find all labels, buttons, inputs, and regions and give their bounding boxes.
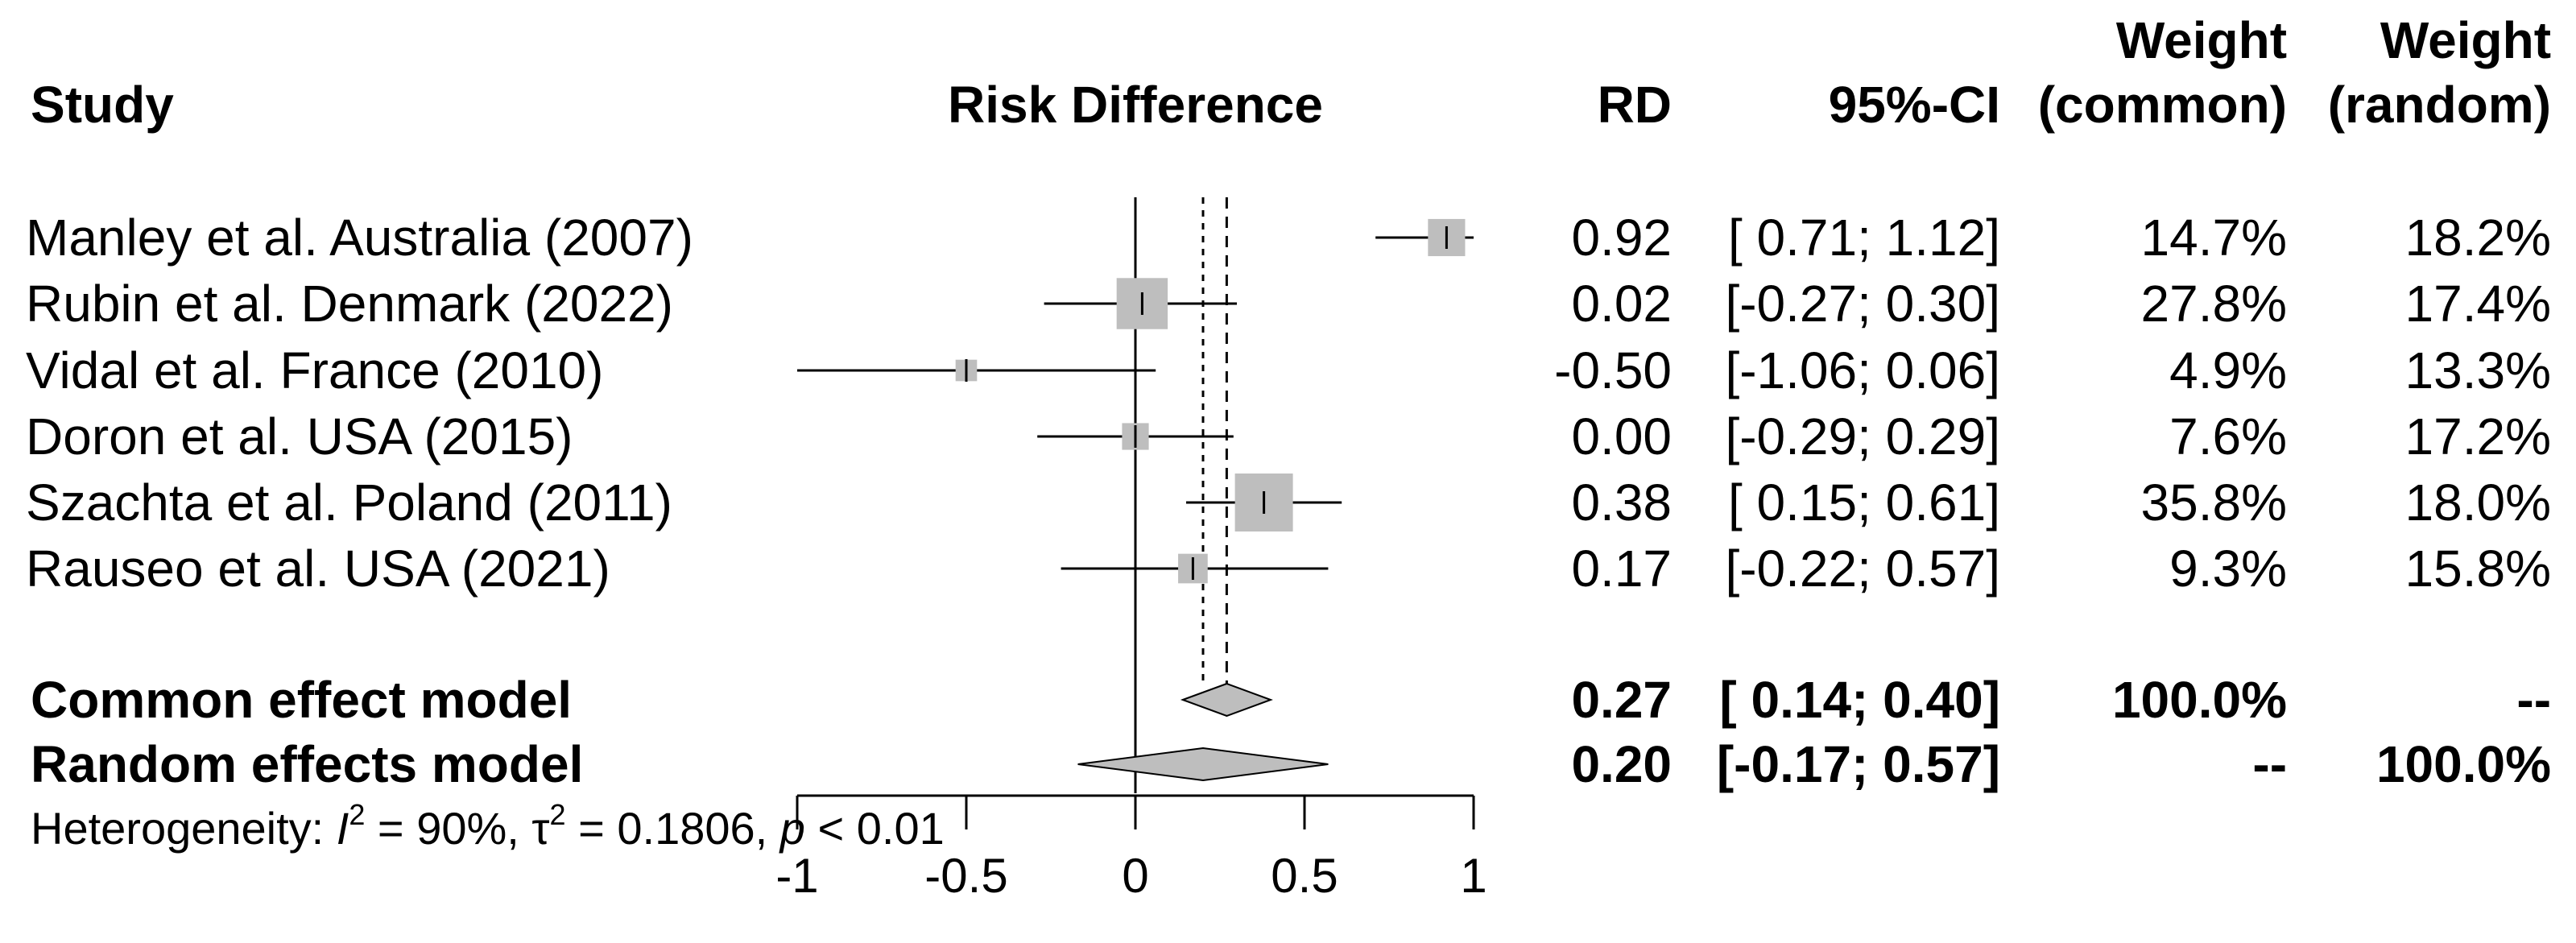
study-rd: 0.02 [1571, 275, 1672, 333]
heterogeneity-tau-value: = 0.1806, [566, 803, 780, 854]
header-weight-common-bottom: (common) [2038, 76, 2287, 134]
x-axis-tick-label: 1 [1460, 849, 1486, 903]
study-weight-common: 35.8% [2141, 474, 2287, 531]
study-weight-random: 18.0% [2405, 474, 2551, 531]
study-ci: [ 0.15; 0.61] [1728, 474, 2000, 531]
header-ci: 95%-CI [1829, 76, 2000, 134]
study-weight-random: 18.2% [2405, 209, 2551, 267]
summary-rd: 0.20 [1571, 735, 1672, 793]
study-weight-random: 17.2% [2405, 407, 2551, 465]
study-rd: 0.00 [1571, 407, 1672, 465]
study-name: Vidal et al. France (2010) [26, 341, 603, 399]
summary-weight-common: -- [2252, 735, 2287, 793]
heterogeneity-p-symbol: p [779, 803, 805, 854]
study-weight-common: 4.9% [2169, 341, 2287, 399]
study-name: Manley et al. Australia (2007) [26, 209, 693, 267]
study-rd: 0.38 [1571, 474, 1672, 531]
study-weight-common: 9.3% [2169, 540, 2287, 598]
heterogeneity-tau-sup: 2 [550, 798, 566, 831]
summary-rd: 0.27 [1571, 671, 1672, 729]
summary-ci: [-0.17; 0.57] [1717, 735, 2000, 793]
heterogeneity-i2-value: = 90%, [365, 803, 531, 854]
summary-name: Common effect model [31, 671, 572, 729]
forest-marks [797, 197, 1474, 793]
summary-weight-random: -- [2516, 671, 2551, 729]
x-axis-tick-label: 0.5 [1271, 849, 1338, 903]
heterogeneity-text: Heterogeneity: I2 = 90%, τ2 = 0.1806, p … [31, 798, 945, 854]
study-ci: [-0.29; 0.29] [1725, 407, 2000, 465]
summary-weight-random: 100.0% [2376, 735, 2551, 793]
study-ci: [-0.27; 0.30] [1725, 275, 2000, 333]
heterogeneity-prefix: Heterogeneity: [31, 803, 337, 854]
x-axis-tick-label: 0 [1122, 849, 1148, 903]
header-rd: RD [1598, 76, 1672, 134]
forest-table: Manley et al. Australia (2007) 0.92 [ 0.71… [26, 209, 2551, 793]
study-weight-common: 14.7% [2141, 209, 2287, 267]
heterogeneity-tau-symbol: τ [531, 803, 549, 854]
study-weight-random: 13.3% [2405, 341, 2551, 399]
study-rd: -0.50 [1554, 341, 1672, 399]
heterogeneity-i2-sup: 2 [349, 798, 365, 831]
study-name: Rauseo et al. USA (2021) [26, 540, 610, 598]
heterogeneity-p-value: < 0.01 [805, 803, 945, 854]
study-ci: [-0.22; 0.57] [1725, 540, 2000, 598]
x-axis-tick-label: -1 [775, 849, 818, 903]
summary-name: Random effects model [31, 735, 583, 793]
study-weight-common: 27.8% [2141, 275, 2287, 333]
study-rd: 0.92 [1571, 209, 1672, 267]
header-study: Study [31, 76, 174, 134]
study-weight-common: 7.6% [2169, 407, 2287, 465]
header-risk-difference: Risk Difference [948, 76, 1323, 134]
heterogeneity-i2-symbol: I [337, 803, 349, 854]
header-weight-common-top: Weight [2116, 11, 2287, 69]
study-name: Szachta et al. Poland (2011) [26, 474, 672, 531]
header-weight-random-top: Weight [2380, 11, 2551, 69]
summary-weight-common: 100.0% [2112, 671, 2287, 729]
study-ci: [ 0.71; 1.12] [1728, 209, 2000, 267]
study-name: Doron et al. USA (2015) [26, 407, 573, 465]
study-name: Rubin et al. Denmark (2022) [26, 275, 673, 333]
study-weight-random: 17.4% [2405, 275, 2551, 333]
summary-diamond [1077, 747, 1329, 782]
summary-diamond [1180, 682, 1273, 718]
x-axis-tick-label: -0.5 [924, 849, 1007, 903]
study-ci: [-1.06; 0.06] [1725, 341, 2000, 399]
header-weight-random-bottom: (random) [2328, 76, 2551, 134]
study-rd: 0.17 [1571, 540, 1672, 598]
x-axis: -1 -0.5 0 0.5 1 [775, 794, 1487, 903]
study-weight-random: 15.8% [2405, 540, 2551, 598]
summary-ci: [ 0.14; 0.40] [1719, 671, 2000, 729]
